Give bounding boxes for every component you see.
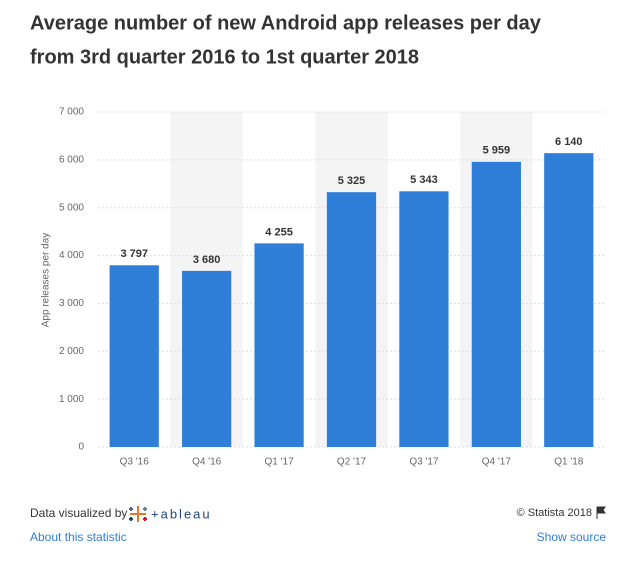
- chart-title: Average number of new Android app releas…: [30, 12, 542, 34]
- footer-text: Data visualized by: [30, 506, 127, 520]
- value-label: 5 959: [483, 145, 511, 157]
- chart-title: from 3rd quarter 2016 to 1st quarter 201…: [30, 46, 419, 68]
- flag-icon: [596, 506, 606, 519]
- about-link[interactable]: About this statistic: [30, 530, 127, 544]
- tableau-logo: +ableau: [151, 506, 212, 521]
- bar: [254, 243, 304, 447]
- y-tick-label: 2 000: [59, 346, 84, 357]
- bar: [326, 192, 377, 447]
- y-tick-label: 0: [78, 442, 84, 453]
- y-tick-label: 1 000: [59, 394, 84, 405]
- tableau-icon: [129, 506, 147, 522]
- value-label: 5 343: [410, 174, 438, 186]
- x-tick-label: Q4 '17: [482, 457, 512, 468]
- x-tick-label: Q3 '16: [120, 457, 150, 468]
- y-tick-label: 5 000: [59, 202, 84, 213]
- y-tick-label: 6 000: [59, 154, 84, 165]
- source-link[interactable]: Show source: [537, 530, 607, 544]
- y-tick-label: 7 000: [59, 107, 84, 118]
- x-tick-label: Q1 '17: [264, 457, 294, 468]
- x-tick-label: Q1 '18: [554, 457, 584, 468]
- bar: [471, 161, 521, 448]
- y-axis-label: App releases per day: [41, 233, 52, 328]
- bar: [544, 153, 594, 447]
- bar: [109, 265, 159, 447]
- copyright: © Statista 2018: [517, 507, 592, 519]
- value-label: 5 325: [338, 175, 366, 187]
- y-tick-label: 4 000: [59, 250, 84, 261]
- bar: [182, 270, 232, 447]
- x-tick-label: Q4 '16: [192, 457, 222, 468]
- x-tick-label: Q2 '17: [337, 457, 367, 468]
- value-label: 3 680: [193, 254, 221, 266]
- bar: [399, 191, 449, 447]
- value-label: 6 140: [555, 136, 583, 148]
- y-tick-label: 3 000: [59, 298, 84, 309]
- value-label: 4 255: [265, 226, 293, 238]
- value-label: 3 797: [120, 248, 148, 260]
- x-tick-label: Q3 '17: [409, 457, 439, 468]
